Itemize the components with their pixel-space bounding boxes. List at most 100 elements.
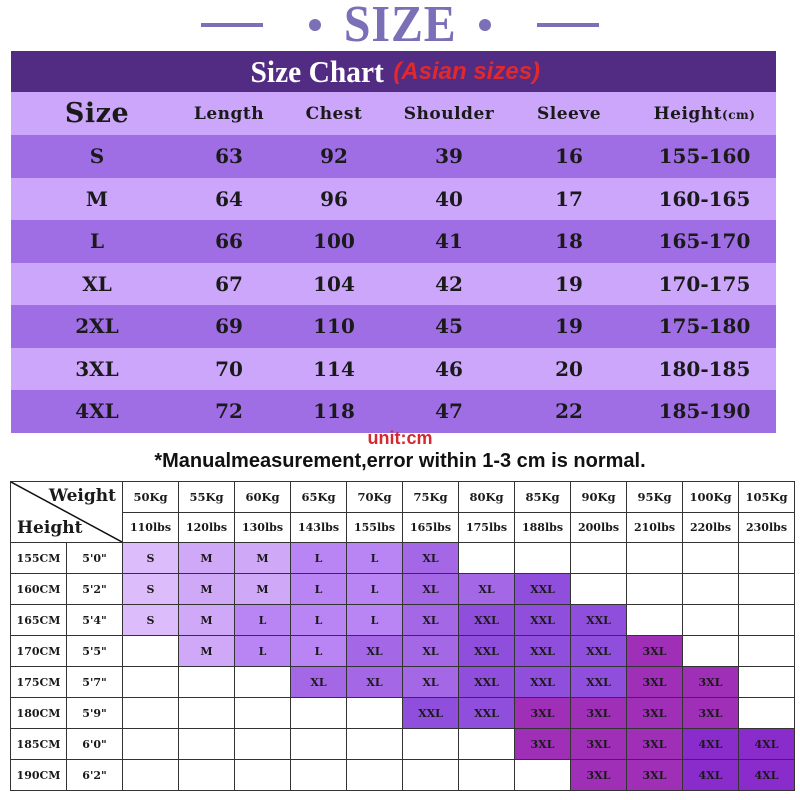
size-recommendation-cell (458, 728, 515, 760)
size-recommendation-cell: XL (402, 542, 459, 574)
size-recommendation-cell (346, 759, 403, 791)
size-chart-heading-note: (Asian sizes) (393, 57, 541, 85)
weight-kg-header: 85Kg (514, 481, 571, 513)
size-recommendation-cell: 4XL (738, 759, 795, 791)
size-recommendation-cell (682, 604, 739, 636)
size-recommendation-cell (346, 697, 403, 729)
size-recommendation-cell: 3XL (570, 728, 627, 760)
cell-size: S (89, 144, 105, 169)
size-recommendation-cell (738, 666, 795, 698)
size-recommendation-cell: L (234, 604, 291, 636)
weight-lbs-header: 210lbs (626, 512, 683, 543)
size-recommendation-cell: 3XL (514, 697, 571, 729)
size-recommendation-cell: M (178, 604, 235, 636)
size-recommendation-cell: XL (346, 666, 403, 698)
corner-height-label: Height (17, 518, 83, 538)
size-recommendation-cell (122, 728, 179, 760)
size-recommendation-cell (122, 759, 179, 791)
column-header-size: Size (64, 98, 130, 129)
height-ft: 5'4" (66, 604, 123, 636)
size-recommendation-cell (290, 728, 347, 760)
height-ft: 5'5" (66, 635, 123, 667)
size-recommendation-cell: XL (402, 666, 459, 698)
height-row: 170CM 5'5" M L L XL XL XXL XXL XXL 3XL (10, 635, 795, 667)
cell-size: 4XL (75, 399, 119, 424)
size-recommendation-cell: 3XL (570, 697, 627, 729)
cell-sleeve: 17 (555, 186, 583, 211)
size-chart-row: M 64 96 40 17 160-165 (11, 177, 776, 220)
height-ft: 5'7" (66, 666, 123, 698)
size-recommendation-cell (290, 759, 347, 791)
size-chart-heading: Size Chart (250, 53, 384, 89)
size-recommendation-cell (234, 697, 291, 729)
size-recommendation-cell (570, 573, 627, 605)
cell-height: 155-160 (658, 144, 751, 169)
page-title: SIZE (0, 0, 800, 51)
cell-chest: 100 (313, 229, 355, 254)
cell-height: 180-185 (658, 356, 751, 381)
size-recommendation-cell: L (290, 604, 347, 636)
cell-sleeve: 20 (555, 356, 583, 381)
size-recommendation-cell (570, 542, 627, 574)
height-cm: 160CM (10, 573, 67, 605)
height-cm: 170CM (10, 635, 67, 667)
size-recommendation-cell (178, 666, 235, 698)
cell-length: 72 (215, 399, 243, 424)
size-recommendation-cell (514, 759, 571, 791)
column-header-chest: Chest (305, 103, 363, 124)
decorative-dot-right (479, 19, 492, 31)
cell-size: L (89, 229, 105, 254)
cell-length: 69 (215, 314, 243, 339)
size-recommendation-cell (122, 635, 179, 667)
cell-shoulder: 40 (435, 186, 463, 211)
size-recommendation-cell (458, 542, 515, 574)
cell-chest: 96 (320, 186, 348, 211)
height-row: 190CM 6'2" 3XL 3XL 4XL 4XL (10, 759, 795, 791)
size-chart-row: S 63 92 39 16 155-160 (11, 135, 776, 178)
cell-shoulder: 41 (435, 229, 463, 254)
height-row: 175CM 5'7" XL XL XL XXL XXL XXL 3XL 3XL (10, 666, 795, 698)
weight-kg-row: Weight Height 50Kg 55Kg 60Kg 65Kg 70Kg 75Kg 80… (10, 481, 795, 543)
size-recommendation-cell: 3XL (514, 728, 571, 760)
size-recommendation-cell (178, 759, 235, 791)
size-recommendation-cell: XXL (458, 604, 515, 636)
column-header-sleeve: Sleeve (536, 103, 602, 124)
size-recommendation-cell: L (290, 635, 347, 667)
cell-sleeve: 16 (555, 144, 583, 169)
cell-shoulder: 42 (435, 271, 463, 296)
column-header-shoulder: Shoulder (403, 103, 495, 124)
cell-height: 175-180 (658, 314, 751, 339)
cell-chest: 110 (313, 314, 355, 339)
height-ft: 5'9" (66, 697, 123, 729)
size-recommendation-cell (234, 759, 291, 791)
size-recommendation-cell (738, 573, 795, 605)
height-row: 155CM 5'0" S M M L L XL (10, 542, 795, 574)
weight-kg-header: 55Kg (178, 481, 235, 513)
size-recommendation-cell: 3XL (626, 635, 683, 667)
size-recommendation-cell (346, 728, 403, 760)
height-cm: 175CM (10, 666, 67, 698)
size-chart-row: XL 67 104 42 19 170-175 (11, 262, 776, 305)
cell-size: M (85, 186, 109, 211)
size-recommendation-cell (738, 697, 795, 729)
column-header-length: Length (193, 103, 265, 124)
weight-lbs-header: 155lbs (346, 512, 403, 543)
size-recommendation-cell (178, 728, 235, 760)
size-recommendation-cell: XXL (458, 666, 515, 698)
weight-lbs-header: 188lbs (514, 512, 571, 543)
cell-chest: 92 (320, 144, 348, 169)
size-recommendation-cell (682, 635, 739, 667)
weight-lbs-header: 120lbs (178, 512, 235, 543)
size-recommendation-cell: XXL (514, 635, 571, 667)
weight-kg-header: 90Kg (570, 481, 627, 513)
size-recommendation-cell (738, 542, 795, 574)
size-recommendation-cell: XL (458, 573, 515, 605)
size-chart-row: 4XL 72 118 47 22 185-190 (11, 390, 776, 433)
size-recommendation-cell: S (122, 573, 179, 605)
weight-lbs-header: 220lbs (682, 512, 739, 543)
size-recommendation-cell (402, 728, 459, 760)
size-recommendation-cell: M (178, 542, 235, 574)
weight-lbs-header: 110lbs (122, 512, 179, 543)
size-recommendation-cell: XXL (402, 697, 459, 729)
size-chart: Size Chart (Asian sizes) Size Length Che… (11, 51, 776, 433)
